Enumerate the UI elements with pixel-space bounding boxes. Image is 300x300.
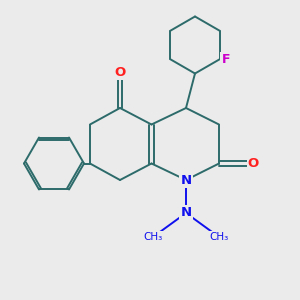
Text: O: O bbox=[248, 157, 259, 170]
Text: N: N bbox=[180, 206, 192, 220]
Text: CH₃: CH₃ bbox=[143, 232, 163, 242]
Text: N: N bbox=[180, 173, 192, 187]
Text: CH₃: CH₃ bbox=[209, 232, 229, 242]
Text: O: O bbox=[114, 65, 126, 79]
Text: F: F bbox=[221, 53, 230, 66]
